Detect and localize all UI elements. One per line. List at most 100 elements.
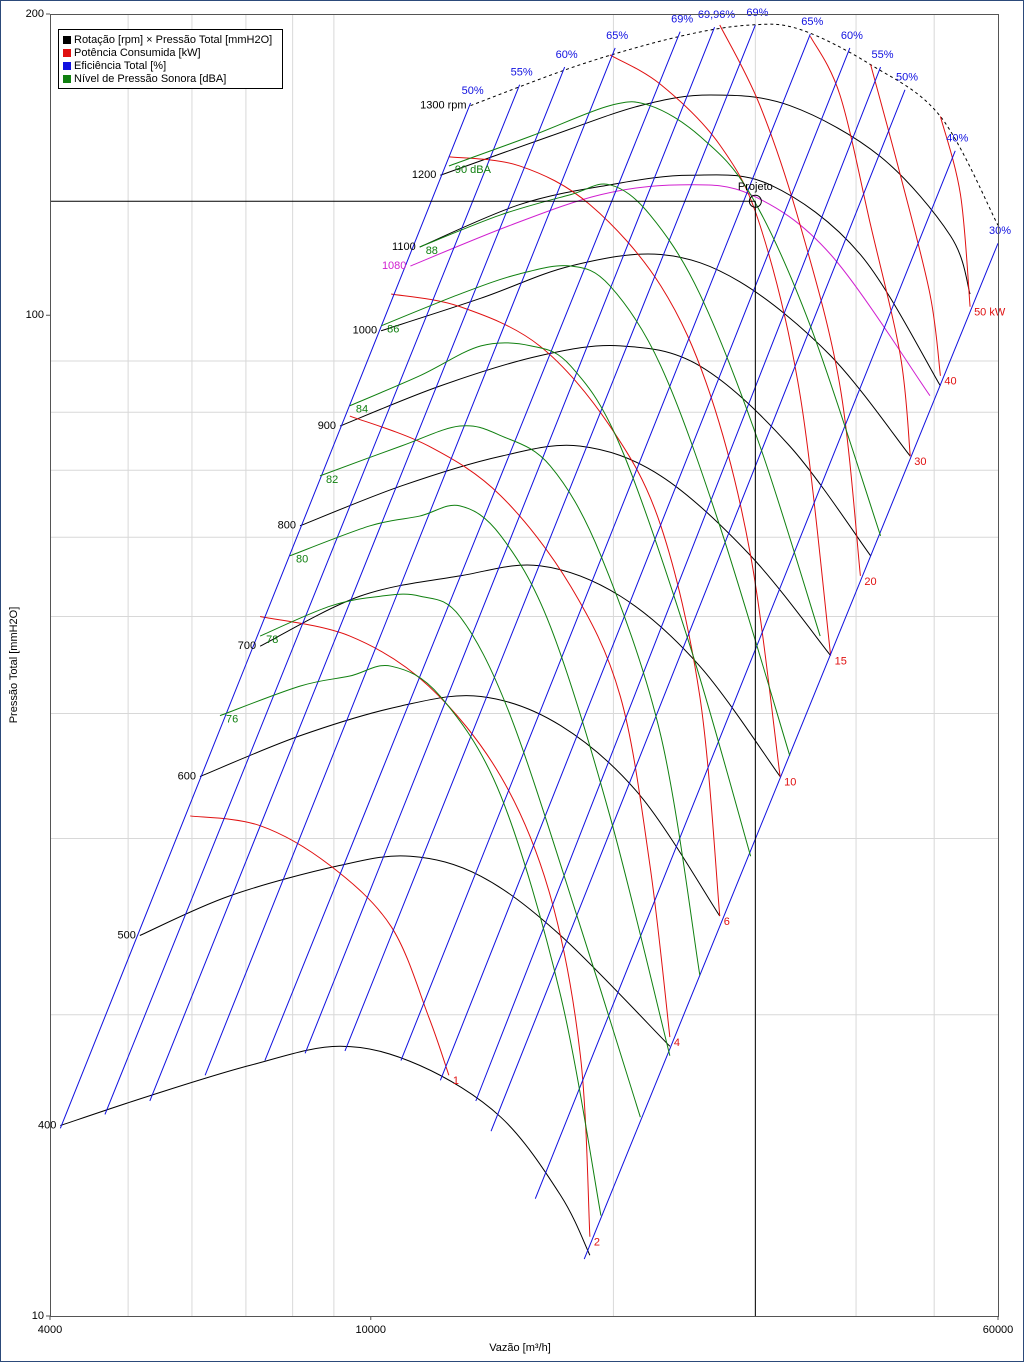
curve: [939, 116, 971, 307]
curve: [440, 94, 971, 295]
curve-label: 2: [594, 1237, 600, 1249]
curve: [349, 415, 671, 1038]
curve: [319, 425, 701, 976]
curve-label: 60%: [556, 49, 578, 61]
design-point-label: Projeto: [738, 181, 773, 193]
curve-label: 90 dBA: [455, 164, 492, 176]
labels: 4000 10000 60000 10 100 200 400 500 600 700 800 900…: [26, 7, 1014, 1336]
curve-label: 800: [278, 520, 296, 532]
curve-label: 15: [835, 655, 847, 667]
legend-label: Eficiência Total [%]: [74, 60, 166, 72]
curve: [349, 342, 752, 857]
design-point: [748, 194, 762, 208]
curve-label: 1100: [392, 241, 416, 253]
curve-label: 69%: [671, 14, 693, 26]
curve: [344, 24, 756, 1052]
curve: [719, 24, 861, 576]
curve-label: 80: [296, 554, 308, 566]
curve-label: 86: [387, 324, 399, 336]
curve: [149, 66, 566, 1102]
curve: [439, 47, 851, 1081]
curve-label: 65%: [801, 16, 823, 28]
curve-label: 1200: [412, 169, 436, 181]
curve-label: 50%: [462, 85, 484, 97]
curve-label: 30%: [989, 225, 1011, 237]
curve-label: 1300 rpm: [420, 99, 466, 111]
curve: [419, 174, 941, 387]
legend-label: Rotação [rpm] × Pressão Total [mmH2O]: [74, 34, 272, 46]
grid: [46, 13, 999, 1320]
legend-swatch: [63, 36, 71, 44]
curve-label: 600: [178, 770, 196, 782]
curve: [219, 664, 602, 1216]
plot-frame: [50, 14, 999, 1317]
curve-label: 50%: [896, 72, 918, 84]
x-tick-label: 10000: [355, 1324, 386, 1336]
y-axis-title: Pressão Total [mmH2O]: [8, 607, 20, 724]
curve: [264, 31, 681, 1061]
legend-label: Nível de Pressão Sonora [dBA]: [74, 73, 226, 85]
curve-label: 60%: [841, 30, 863, 42]
curve-label: 76: [226, 714, 238, 726]
curve-label: 900: [318, 420, 336, 432]
x-tick-label: 60000: [983, 1324, 1014, 1336]
curve-label: 400: [38, 1119, 56, 1131]
curve: [870, 64, 941, 376]
curve: [339, 345, 872, 557]
curve: [448, 156, 781, 777]
curve-label: 84: [356, 404, 368, 416]
curve-label: 500: [117, 929, 135, 941]
legend: Rotação [rpm] × Pressão Total [mmH2O]Pot…: [58, 29, 283, 89]
curve-label: 1000: [353, 325, 377, 337]
y-tick-label: 100: [26, 309, 44, 321]
curve: [380, 265, 791, 756]
curve-label: 55%: [872, 49, 894, 61]
curve-label: 6: [724, 916, 730, 928]
curve-label: 82: [326, 474, 338, 486]
curve: [304, 27, 716, 1054]
curve: [289, 504, 671, 1056]
curve: [299, 444, 832, 656]
curve-label: 69,96%: [698, 9, 736, 21]
curve: [259, 564, 781, 777]
curve-label: 88: [426, 245, 438, 257]
curve-label: 700: [238, 640, 256, 652]
curve-label: 4: [674, 1037, 680, 1049]
curve-label: 1: [453, 1075, 459, 1087]
curve: [448, 101, 882, 536]
curve-label: 40%: [946, 133, 968, 145]
x-axis-title: Vazão [m³/h]: [489, 1342, 551, 1354]
curve: [490, 89, 906, 1132]
curve: [60, 1045, 591, 1256]
curve-label: 1080: [382, 260, 406, 272]
curve: [809, 36, 911, 457]
curve: [534, 150, 956, 1199]
curve: [259, 593, 641, 1118]
y-tick-label: 200: [26, 8, 44, 20]
curve-label: 69%: [746, 7, 768, 19]
curve: [59, 102, 472, 1129]
curve: [609, 54, 832, 656]
y-tick-label: 10: [32, 1310, 44, 1322]
curve-label: 20: [864, 576, 876, 588]
curve: [380, 253, 911, 457]
curve-label: 30: [914, 456, 926, 468]
curve-label: 10: [784, 776, 796, 788]
curve: [583, 243, 999, 1260]
curve: [139, 855, 671, 1047]
curve: [204, 47, 616, 1076]
legend-swatch: [63, 49, 71, 57]
legend-swatch: [63, 62, 71, 70]
curve: [190, 815, 450, 1076]
curve: [419, 183, 821, 637]
curve: [391, 293, 721, 917]
legend-box: [58, 29, 283, 89]
curve-label: 65%: [606, 30, 628, 42]
curve: [410, 184, 931, 397]
curve: [260, 616, 591, 1237]
curve-label: 40: [944, 376, 956, 388]
curve: [104, 84, 521, 1115]
curve-label: 78: [266, 634, 278, 646]
